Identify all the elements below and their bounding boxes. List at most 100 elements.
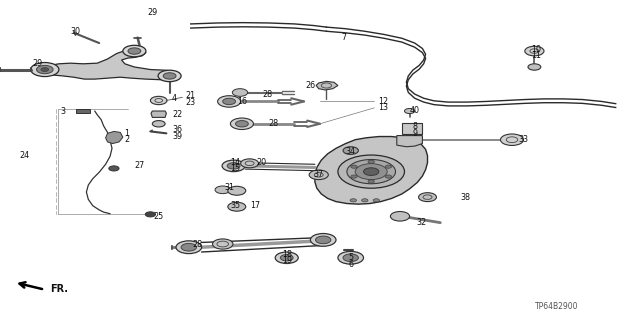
Text: 35: 35 [230, 201, 241, 210]
Circle shape [158, 70, 181, 82]
Circle shape [181, 243, 196, 251]
Circle shape [525, 46, 544, 56]
Circle shape [176, 241, 202, 254]
Text: 12: 12 [378, 97, 388, 106]
Circle shape [343, 254, 358, 262]
Text: 21: 21 [186, 91, 196, 100]
Polygon shape [106, 131, 123, 144]
Circle shape [227, 163, 240, 169]
Circle shape [223, 98, 236, 105]
Text: 5: 5 [348, 253, 353, 262]
Circle shape [385, 165, 392, 168]
Circle shape [385, 175, 392, 178]
Circle shape [368, 180, 374, 183]
Circle shape [152, 121, 165, 127]
Circle shape [419, 193, 436, 202]
Circle shape [109, 166, 119, 171]
Text: 37: 37 [314, 170, 324, 179]
Circle shape [351, 175, 357, 178]
Circle shape [338, 251, 364, 264]
Circle shape [241, 159, 259, 168]
Text: TP64B2900: TP64B2900 [535, 302, 579, 311]
Circle shape [347, 160, 396, 184]
Text: 31: 31 [224, 183, 234, 192]
Text: 10: 10 [531, 45, 541, 54]
Circle shape [364, 168, 379, 175]
Circle shape [128, 48, 141, 54]
Text: 2: 2 [124, 135, 129, 144]
Text: 1: 1 [124, 129, 129, 138]
Text: 15: 15 [230, 164, 241, 173]
Text: 17: 17 [250, 201, 260, 210]
Bar [402, 123, 422, 134]
Circle shape [41, 68, 49, 71]
Circle shape [343, 147, 358, 154]
Circle shape [236, 121, 248, 127]
Text: 24: 24 [19, 151, 29, 160]
Text: 6: 6 [348, 260, 353, 269]
Circle shape [280, 255, 293, 261]
Text: 28: 28 [262, 90, 273, 99]
Text: 20: 20 [256, 158, 266, 167]
Text: 4: 4 [172, 94, 177, 103]
Circle shape [368, 160, 374, 163]
Circle shape [355, 164, 387, 180]
Text: 8: 8 [412, 122, 417, 131]
Circle shape [123, 45, 146, 57]
Circle shape [150, 96, 167, 105]
Text: 26: 26 [305, 81, 316, 90]
Circle shape [310, 234, 336, 246]
Text: 29: 29 [32, 59, 42, 68]
Bar [76, 109, 90, 113]
Text: 22: 22 [173, 110, 183, 119]
Text: 29: 29 [147, 8, 157, 17]
Text: 28: 28 [269, 119, 279, 128]
Circle shape [316, 236, 331, 244]
Text: 27: 27 [134, 161, 145, 170]
Circle shape [232, 89, 248, 96]
Circle shape [362, 199, 368, 202]
Circle shape [350, 199, 356, 202]
Circle shape [222, 160, 245, 172]
Text: 38: 38 [461, 193, 471, 202]
Text: 14: 14 [230, 158, 241, 167]
Polygon shape [316, 81, 338, 90]
Text: 11: 11 [531, 51, 541, 60]
Text: 7: 7 [342, 33, 347, 42]
Circle shape [338, 155, 404, 188]
Text: FR.: FR. [50, 284, 68, 294]
Circle shape [404, 108, 415, 114]
Text: 36: 36 [173, 125, 183, 134]
Circle shape [500, 134, 524, 145]
Circle shape [218, 96, 241, 107]
Text: 23: 23 [186, 98, 196, 107]
Circle shape [215, 186, 230, 194]
Text: 25: 25 [154, 212, 164, 221]
Circle shape [373, 199, 380, 202]
Text: 28: 28 [192, 241, 202, 249]
Text: 18: 18 [282, 250, 292, 259]
Circle shape [351, 165, 357, 168]
Text: 40: 40 [410, 106, 420, 115]
Circle shape [309, 170, 328, 180]
Polygon shape [44, 49, 179, 80]
Circle shape [163, 73, 176, 79]
Circle shape [228, 186, 246, 195]
Circle shape [31, 63, 59, 77]
Text: 13: 13 [378, 103, 388, 112]
Polygon shape [315, 137, 428, 204]
Text: 39: 39 [173, 132, 183, 141]
Circle shape [390, 211, 410, 221]
Text: 16: 16 [237, 97, 247, 106]
Polygon shape [397, 136, 422, 147]
Circle shape [212, 239, 233, 249]
Circle shape [228, 202, 246, 211]
Circle shape [145, 212, 156, 217]
Text: 32: 32 [416, 218, 426, 227]
Text: 30: 30 [70, 27, 81, 36]
Text: 33: 33 [518, 135, 529, 144]
Text: 19: 19 [282, 256, 292, 265]
Circle shape [36, 65, 53, 74]
Circle shape [528, 64, 541, 70]
Text: 9: 9 [412, 129, 417, 138]
